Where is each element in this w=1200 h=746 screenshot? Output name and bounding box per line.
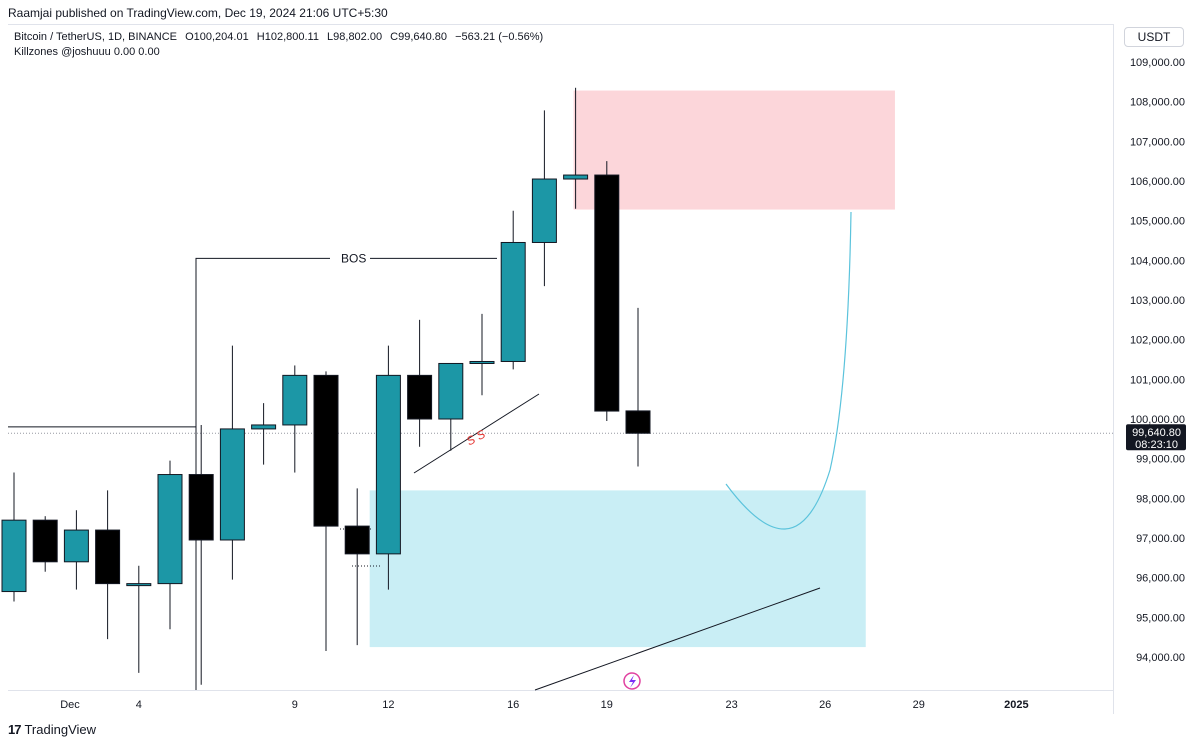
price-tick-label: 94,000.00 (1136, 652, 1185, 664)
bull-candle[interactable] (563, 174, 589, 180)
symbol-label[interactable]: Bitcoin / TetherUS, 1D, BINANCE (14, 31, 178, 43)
bull-candle[interactable] (63, 529, 89, 563)
time-tick-label: 23 (725, 699, 737, 711)
chart-legend: Bitcoin / TetherUS, 1D, BINANCE O100,204… (14, 30, 548, 60)
change-value: −563.21 (−0.56%) (455, 31, 544, 43)
bull-candle[interactable] (157, 474, 183, 585)
trendline-lower[interactable] (534, 587, 821, 691)
price-tick-label: 95,000.00 (1136, 612, 1185, 624)
price-tick-label: 96,000.00 (1136, 573, 1185, 585)
time-tick-label: 19 (601, 699, 613, 711)
time-tick-label: 16 (507, 699, 519, 711)
lightning-icon (629, 675, 636, 688)
price-axis-divider (1113, 24, 1114, 714)
price-tick-label: 99,000.00 (1136, 454, 1185, 466)
tradingview-logo-icon: 17 (8, 722, 22, 737)
trendline-upper[interactable] (413, 393, 540, 474)
price-tick-label: 104,000.00 (1130, 255, 1185, 267)
bos-line-left[interactable] (195, 257, 330, 690)
price-tick-label: 105,000.00 (1130, 216, 1185, 228)
time-tick-label: 2025 (1004, 699, 1028, 711)
price-tick-label: 108,000.00 (1130, 97, 1185, 109)
price-tick-label: 101,000.00 (1130, 374, 1185, 386)
price-tick-label: 109,000.00 (1130, 57, 1185, 69)
time-tick-label: 29 (913, 699, 925, 711)
projection-curve[interactable] (725, 211, 852, 530)
price-tick-label: 103,000.00 (1130, 295, 1185, 307)
currency-button[interactable]: USDT (1124, 27, 1184, 47)
price-tick-label: 106,000.00 (1130, 176, 1185, 188)
time-axis-divider (8, 690, 1113, 691)
time-tick-label: Dec (60, 699, 80, 711)
bull-candle[interactable] (500, 241, 526, 362)
demand-zone[interactable] (369, 490, 866, 648)
time-tick-label: 9 (292, 699, 298, 711)
indicator-label[interactable]: Killzones @joshuuu 0.00 0.00 (14, 46, 160, 58)
close-value: C99,640.80 (390, 31, 448, 43)
bull-candle[interactable] (375, 374, 401, 555)
time-tick-label: 4 (136, 699, 142, 711)
bear-candle[interactable] (313, 374, 339, 527)
supply-zone[interactable] (573, 90, 895, 210)
price-tick-label: 107,000.00 (1130, 136, 1185, 148)
last-price-label-box (1126, 424, 1186, 451)
brand-label: TradingView (24, 722, 97, 737)
bull-candle[interactable] (126, 583, 152, 587)
bear-candle[interactable] (344, 525, 370, 555)
chart-area[interactable] (8, 24, 1113, 715)
footer-brand: 17 TradingView (8, 722, 96, 737)
price-tick-label: 97,000.00 (1136, 533, 1185, 545)
bull-candle[interactable] (251, 424, 277, 430)
bos-label: BOS (341, 251, 366, 265)
bear-candle[interactable] (95, 529, 121, 585)
high-value: H102,800.11 (256, 31, 319, 43)
time-tick-label: 26 (819, 699, 831, 711)
time-tick-label: 12 (382, 699, 394, 711)
indicator-row: Killzones @joshuuu 0.00 0.00 (14, 45, 548, 60)
price-tick-label: 98,000.00 (1136, 493, 1185, 505)
price-tick-label: 100,000.00 (1130, 414, 1185, 426)
last-price-label: 99,640.80 (1132, 427, 1181, 439)
bull-candle[interactable] (219, 428, 245, 541)
bull-candle[interactable] (282, 374, 308, 426)
bull-candle[interactable] (438, 362, 464, 420)
bull-candle[interactable] (531, 178, 557, 243)
bear-candle[interactable] (407, 374, 433, 420)
bear-candle[interactable] (188, 474, 214, 541)
countdown-label: 08:23:10 (1135, 439, 1178, 451)
symbol-row: Bitcoin / TetherUS, 1D, BINANCE O100,204… (14, 30, 548, 45)
lightning-icon[interactable] (623, 672, 641, 690)
bull-candle[interactable] (1, 519, 27, 593)
publish-header: Raamjai published on TradingView.com, De… (8, 6, 388, 20)
open-value: O100,204.01 (185, 31, 249, 43)
bull-candle[interactable] (469, 360, 495, 364)
bear-candle[interactable] (625, 410, 651, 434)
bear-candle[interactable] (32, 519, 58, 563)
low-value: L98,802.00 (327, 31, 383, 43)
bear-candle[interactable] (594, 174, 620, 412)
price-tick-label: 102,000.00 (1130, 335, 1185, 347)
ss-label: S S (464, 427, 488, 448)
